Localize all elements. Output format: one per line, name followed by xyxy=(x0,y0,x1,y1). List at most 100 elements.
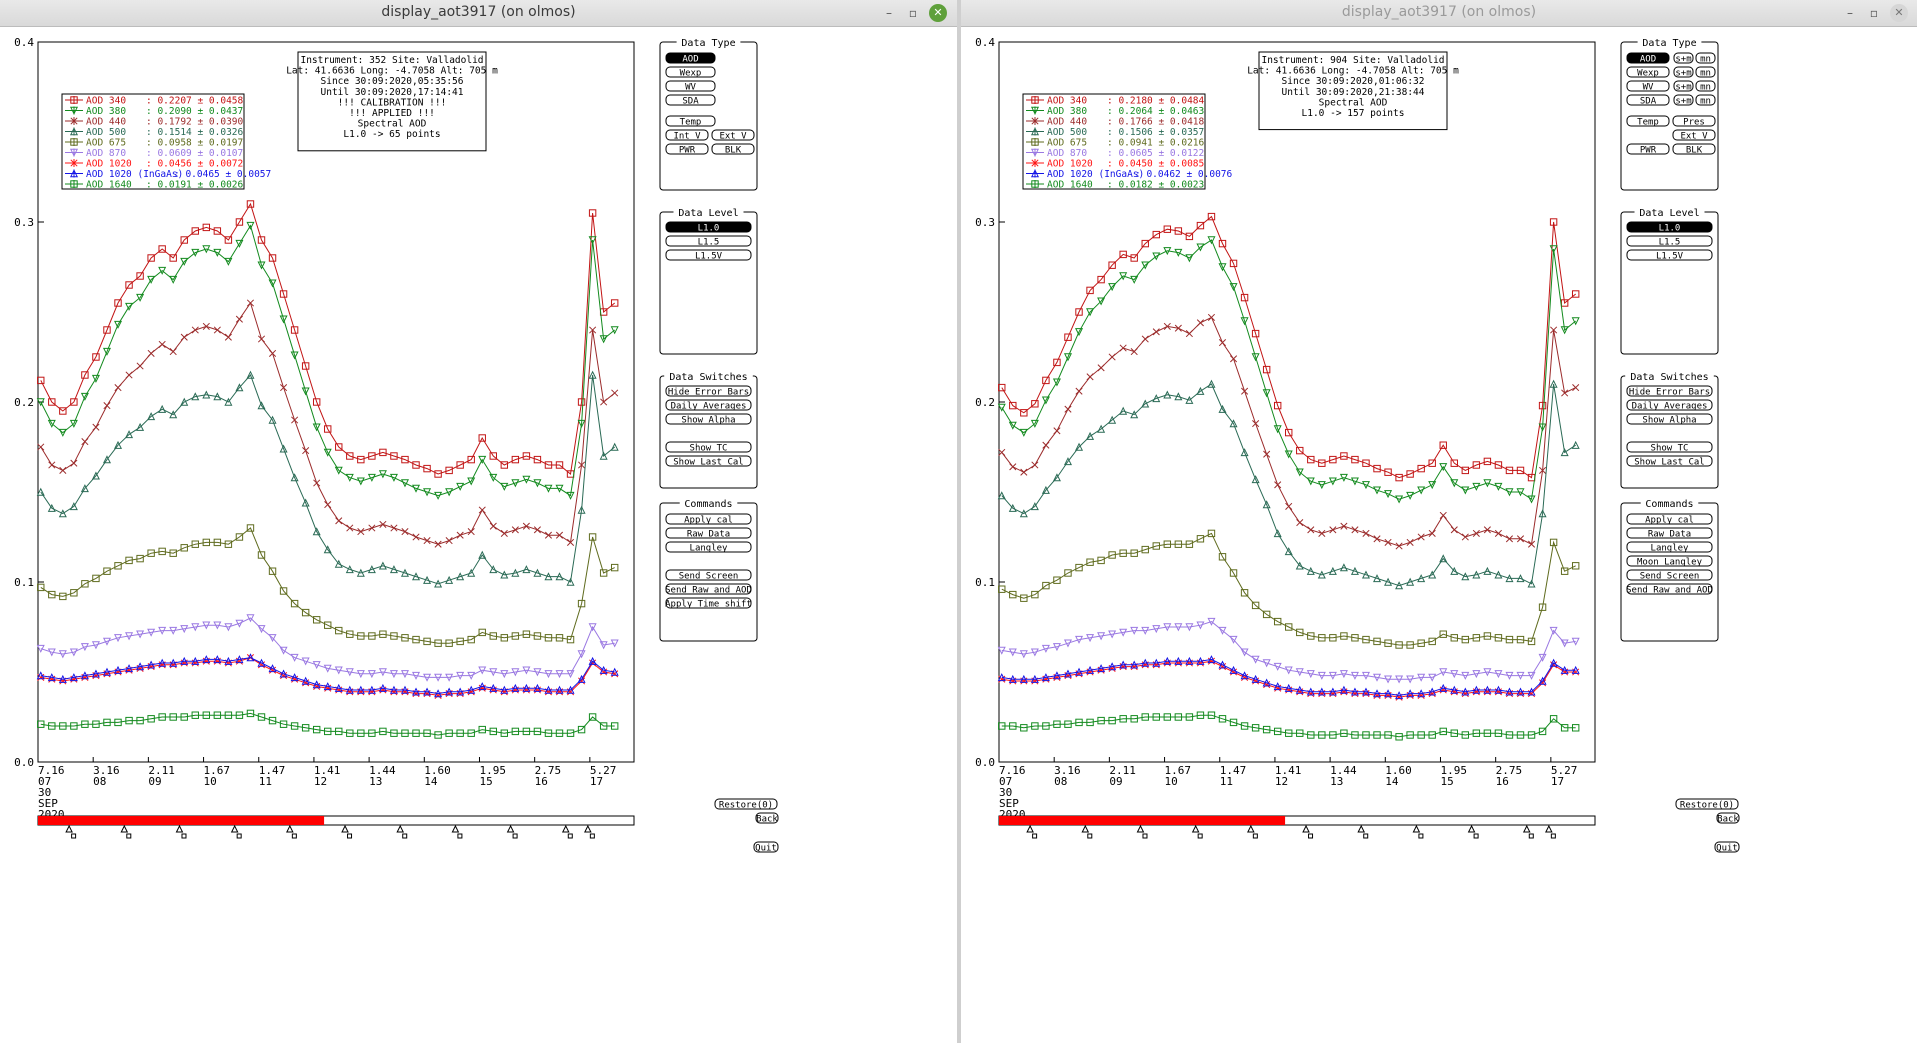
data-switch-button[interactable] xyxy=(1626,413,1713,425)
data-type-button[interactable] xyxy=(665,66,716,78)
quit-button[interactable] xyxy=(1714,841,1740,853)
time-marker-up xyxy=(584,824,592,833)
data-type-sub-button[interactable] xyxy=(1673,94,1694,106)
data-type-button[interactable] xyxy=(711,143,755,155)
back-button[interactable] xyxy=(1716,812,1740,824)
y-tick-label: 0.3 xyxy=(975,216,995,229)
data-point xyxy=(533,727,542,736)
data-point xyxy=(279,315,288,324)
data-switch-button[interactable] xyxy=(665,413,752,425)
data-level-button[interactable] xyxy=(665,249,752,261)
data-point xyxy=(1229,283,1238,292)
restore-icon[interactable]: ▫ xyxy=(908,6,918,20)
data-type-button[interactable] xyxy=(665,129,709,141)
data-point xyxy=(577,398,586,406)
data-switch-button[interactable] xyxy=(665,441,752,453)
data-switch-button[interactable] xyxy=(665,399,752,411)
data-switch-button[interactable] xyxy=(665,455,752,467)
x-tick-label-top: 1.95 xyxy=(479,764,506,777)
data-point xyxy=(390,729,398,737)
data-point xyxy=(169,410,178,419)
data-level-button[interactable] xyxy=(1626,235,1713,247)
close-icon[interactable]: ✕ xyxy=(1890,4,1908,22)
data-switch-button[interactable] xyxy=(1626,441,1713,453)
command-button[interactable] xyxy=(1626,555,1713,567)
data-type-button[interactable] xyxy=(1626,52,1670,64)
data-type-sub-button[interactable] xyxy=(1695,52,1716,64)
data-type-button[interactable] xyxy=(665,115,716,127)
data-type-sub-button[interactable] xyxy=(1695,94,1716,106)
data-type-sub-button[interactable] xyxy=(1673,66,1694,78)
data-type-button[interactable] xyxy=(1626,115,1670,127)
data-point xyxy=(169,713,177,721)
data-point xyxy=(59,722,67,730)
command-button[interactable] xyxy=(665,513,752,525)
data-type-button-label: PWR xyxy=(1640,146,1657,156)
data-type-button[interactable] xyxy=(1672,115,1716,127)
data-point xyxy=(1395,675,1404,684)
data-type-button[interactable] xyxy=(711,129,755,141)
command-button[interactable] xyxy=(1626,541,1713,553)
data-type-button[interactable] xyxy=(1626,66,1670,78)
data-switch-button[interactable] xyxy=(1626,399,1713,411)
data-type-sub-button[interactable] xyxy=(1695,80,1716,92)
data-type-button[interactable] xyxy=(665,80,716,92)
back-button[interactable] xyxy=(755,812,779,824)
data-switch-button[interactable] xyxy=(665,385,752,397)
data-switch-button[interactable] xyxy=(1626,385,1713,397)
data-point xyxy=(400,685,409,694)
data-point xyxy=(1273,617,1282,626)
command-button[interactable] xyxy=(1626,583,1713,595)
data-type-button[interactable] xyxy=(1626,94,1670,106)
title-bar[interactable]: display_aot3917 (on olmos) – ▫ ✕ xyxy=(0,0,957,27)
y-tick-label: 0.0 xyxy=(14,756,34,769)
restore-icon[interactable]: ▫ xyxy=(1869,6,1879,20)
data-type-sub-button[interactable] xyxy=(1673,52,1694,64)
legend-label: AOD 380 xyxy=(1047,106,1087,117)
restore-button[interactable] xyxy=(714,798,778,810)
command-button[interactable] xyxy=(1626,513,1713,525)
data-point xyxy=(180,397,189,406)
data-point xyxy=(1229,718,1238,727)
data-point xyxy=(434,579,443,588)
data-type-button[interactable] xyxy=(665,94,716,106)
title-bar[interactable]: display_aot3917 (on olmos) – ▫ ✕ xyxy=(961,0,1917,27)
data-type-button[interactable] xyxy=(1672,143,1716,155)
data-point xyxy=(1119,549,1127,557)
command-button[interactable] xyxy=(665,583,752,595)
minimize-icon[interactable]: – xyxy=(886,6,892,20)
time-marker-box xyxy=(347,833,353,839)
data-type-button[interactable] xyxy=(665,143,709,155)
restore-button[interactable] xyxy=(1675,798,1739,810)
command-button[interactable] xyxy=(1626,527,1713,539)
quit-button[interactable] xyxy=(753,841,779,853)
command-button[interactable] xyxy=(665,527,752,539)
command-button[interactable] xyxy=(1626,569,1713,581)
data-point xyxy=(1505,687,1514,696)
time-marker-box xyxy=(589,833,595,839)
time-marker-box xyxy=(512,833,518,839)
data-type-button[interactable] xyxy=(665,52,716,64)
data-point xyxy=(1361,687,1370,696)
data-level-button[interactable] xyxy=(1626,249,1713,261)
data-type-button[interactable] xyxy=(1626,80,1670,92)
data-type-button[interactable] xyxy=(1672,129,1716,141)
data-point xyxy=(1218,663,1227,671)
data-level-button[interactable] xyxy=(665,235,752,247)
data-type-button[interactable] xyxy=(1626,143,1670,155)
data-point xyxy=(588,209,597,217)
data-point xyxy=(1538,676,1547,685)
command-button[interactable] xyxy=(665,541,752,553)
data-level-button[interactable] xyxy=(665,221,752,233)
data-level-button[interactable] xyxy=(1626,221,1713,233)
command-button[interactable] xyxy=(665,597,752,609)
panel-title: Data Type xyxy=(681,38,735,49)
minimize-icon[interactable]: – xyxy=(1847,6,1853,20)
command-button[interactable] xyxy=(665,569,752,581)
data-switch-button[interactable] xyxy=(1626,455,1713,467)
data-type-sub-button[interactable] xyxy=(1695,66,1716,78)
data-type-sub-button[interactable] xyxy=(1673,80,1694,92)
close-icon[interactable]: ✕ xyxy=(929,4,947,22)
data-point xyxy=(324,621,332,629)
data-point xyxy=(1306,687,1315,696)
